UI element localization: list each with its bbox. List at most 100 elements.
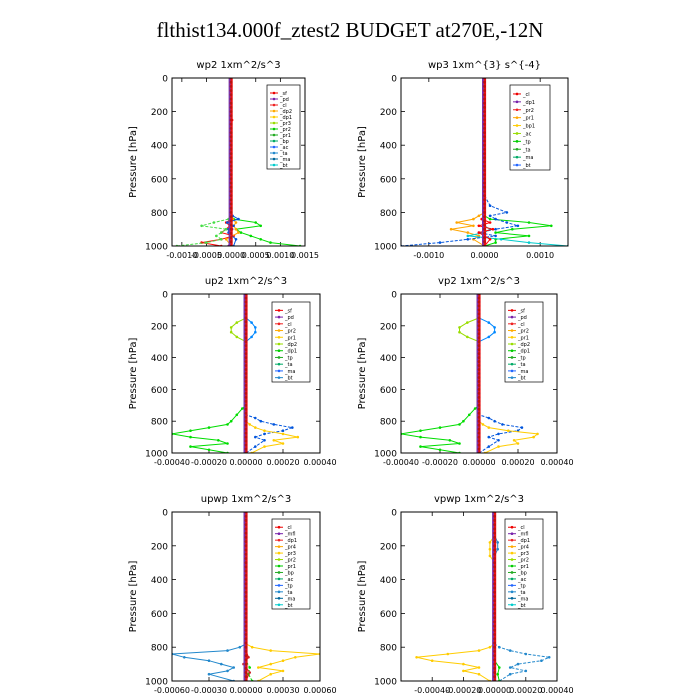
series-point (281, 442, 285, 445)
series-point (237, 231, 240, 234)
series-point (241, 407, 244, 410)
series-point (212, 221, 216, 224)
series-line (459, 317, 480, 343)
series-point (430, 659, 434, 662)
legend-entry: _pr2 (284, 329, 296, 335)
series-point (493, 330, 496, 334)
zero-profile-point (477, 391, 481, 395)
series-point (259, 419, 263, 423)
zero-profile-point (483, 215, 486, 219)
zero-profile-point (244, 675, 248, 679)
legend-entry: _dp1 (522, 100, 535, 106)
y-tick-label: 200 (151, 322, 168, 332)
legend-entry: _bp1 (522, 124, 535, 130)
legend-marker (277, 376, 281, 379)
series-point (494, 227, 497, 231)
series-point (481, 423, 485, 426)
zero-profile-point (493, 620, 496, 624)
series-point (229, 330, 233, 334)
zero-profile-point (229, 97, 233, 101)
zero-profile-point (244, 650, 248, 653)
y-axis-label: Pressure [hPa] (357, 126, 368, 198)
legend-marker (510, 558, 514, 561)
x-tick-label: 0.00030 (266, 686, 299, 695)
series-point (524, 669, 528, 673)
series-point (257, 666, 260, 669)
zero-profile-point (244, 415, 248, 419)
series-point (254, 221, 257, 224)
series-point (497, 432, 500, 436)
series-point (508, 672, 512, 676)
series-point (493, 419, 496, 423)
series-point (477, 666, 481, 669)
chart-title: wp3 1xm^{3} s^{-4} (428, 60, 541, 71)
zero-profile-point (493, 603, 496, 607)
zero-profile-point (493, 514, 496, 518)
x-tick-label: -0.00020 (445, 686, 481, 695)
zero-profile-point (483, 97, 486, 101)
zero-profile-point (229, 219, 233, 223)
zero-profile-point (483, 173, 486, 177)
legend-marker (272, 151, 276, 155)
legend-marker (277, 538, 281, 542)
legend-entry: _sf (517, 308, 525, 314)
legend-marker (510, 577, 514, 581)
x-tick-label: -0.00060 (154, 686, 190, 695)
zero-profile-point (477, 304, 481, 308)
zero-profile-point (477, 423, 481, 427)
zero-profile-point (244, 620, 248, 624)
zero-profile-point (483, 194, 486, 198)
series-point (249, 234, 253, 238)
series-point (477, 214, 481, 218)
series-point (487, 321, 491, 324)
legend-marker (277, 571, 281, 574)
legend-entry: _bt (517, 376, 526, 382)
legend-entry: _bp (279, 139, 289, 145)
legend-entry: _pr2 (517, 558, 529, 564)
zero-profile-point (483, 126, 486, 130)
legend-entry: _dp1 (284, 538, 297, 544)
legend-entry: _ac (284, 577, 294, 583)
legend-entry: _ta (517, 362, 526, 368)
x-tick-label: 0.00020 (266, 458, 299, 467)
zero-profile-point (483, 190, 486, 193)
legend: _sf_pd_cl_pr2_pr1_dp2_dp1_tp_ta_ma_bt (504, 301, 544, 383)
zero-profile-point (477, 312, 481, 316)
series-point (516, 224, 520, 228)
series-line (176, 78, 232, 246)
legend-marker (277, 342, 281, 346)
legend-entry: _pd (284, 315, 294, 321)
series-point (224, 238, 228, 241)
zero-profile-point (493, 544, 496, 548)
series-point (254, 330, 257, 334)
y-tick-label: 600 (380, 386, 397, 396)
legend: _cl_mfl_dp1_pr4_pr3_pr2_pr1_bp_ac_tp_ta_… (504, 518, 544, 610)
zero-profile-point (493, 527, 496, 531)
zero-profile-point (493, 628, 496, 632)
series-point (498, 645, 501, 649)
series-point (189, 429, 192, 433)
zero-profile-point (244, 368, 248, 371)
zero-profile-point (483, 131, 486, 135)
legend-entry: _dp2 (284, 342, 297, 348)
zero-profile-point (493, 586, 496, 590)
legend-marker (272, 139, 276, 143)
legend: _cl _dp1 _pr2 _pr1 _bp1_ac _tp _ta _ma _bt (509, 84, 551, 171)
y-tick-label: 200 (380, 542, 397, 552)
legend-marker (277, 356, 281, 359)
series-point (254, 435, 257, 439)
zero-profile-point (229, 223, 233, 227)
zero-profile-point (244, 352, 248, 356)
series-point (527, 221, 531, 224)
plot-frame (400, 293, 558, 454)
series-line (451, 78, 485, 246)
legend-marker (272, 97, 276, 101)
series-line (172, 294, 247, 453)
zero-profile-point (244, 595, 248, 598)
legend-marker (510, 329, 514, 332)
series-point (419, 429, 422, 433)
series-point (497, 445, 500, 448)
zero-profile-point (229, 131, 233, 135)
series-point (183, 656, 186, 659)
series-point (225, 221, 229, 224)
